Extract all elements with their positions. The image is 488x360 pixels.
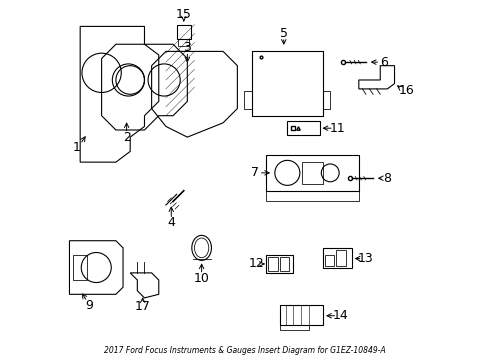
Bar [301,162,323,184]
Bar [176,24,190,39]
Text: 3: 3 [183,41,191,54]
Bar [280,305,323,325]
Bar [73,255,87,280]
Text: 12: 12 [248,257,264,270]
Bar [280,257,288,271]
Bar [267,257,278,271]
Text: 13: 13 [357,252,373,265]
Bar [251,51,323,116]
Text: 2017 Ford Focus Instruments & Gauges Insert Diagram for G1EZ-10849-A: 2017 Ford Focus Instruments & Gauges Ins… [103,346,385,355]
Text: 2: 2 [122,131,130,144]
Text: 8: 8 [383,172,390,185]
Text: 6: 6 [379,55,387,69]
Text: 11: 11 [329,122,345,135]
Text: 10: 10 [193,272,209,285]
Bar [280,325,308,330]
Bar [287,121,319,135]
Bar [335,249,346,266]
Text: 17: 17 [135,300,150,313]
Bar [265,255,292,273]
Bar [178,39,189,46]
Text: 15: 15 [176,9,191,22]
Bar [265,155,358,191]
Text: 7: 7 [251,166,259,179]
Text: 1: 1 [73,141,81,154]
Text: 14: 14 [332,309,348,322]
Bar [324,255,333,266]
Bar [244,91,251,109]
Text: 9: 9 [85,298,93,311]
Text: 16: 16 [398,84,414,97]
Bar [265,191,358,202]
Text: 5: 5 [279,27,287,40]
Text: 4: 4 [167,216,175,229]
Bar [323,91,329,109]
Bar [323,248,351,267]
